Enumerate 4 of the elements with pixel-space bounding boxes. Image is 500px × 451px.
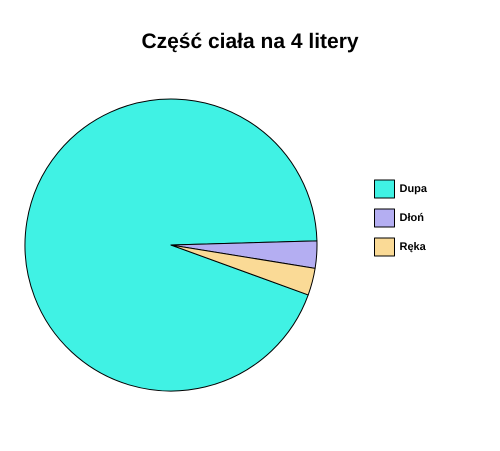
legend-label: Ręka bbox=[400, 241, 427, 253]
chart-title: Część ciała na 4 litery bbox=[141, 30, 359, 53]
legend-label: Dłoń bbox=[400, 212, 424, 224]
legend-label: Dupa bbox=[400, 183, 428, 195]
